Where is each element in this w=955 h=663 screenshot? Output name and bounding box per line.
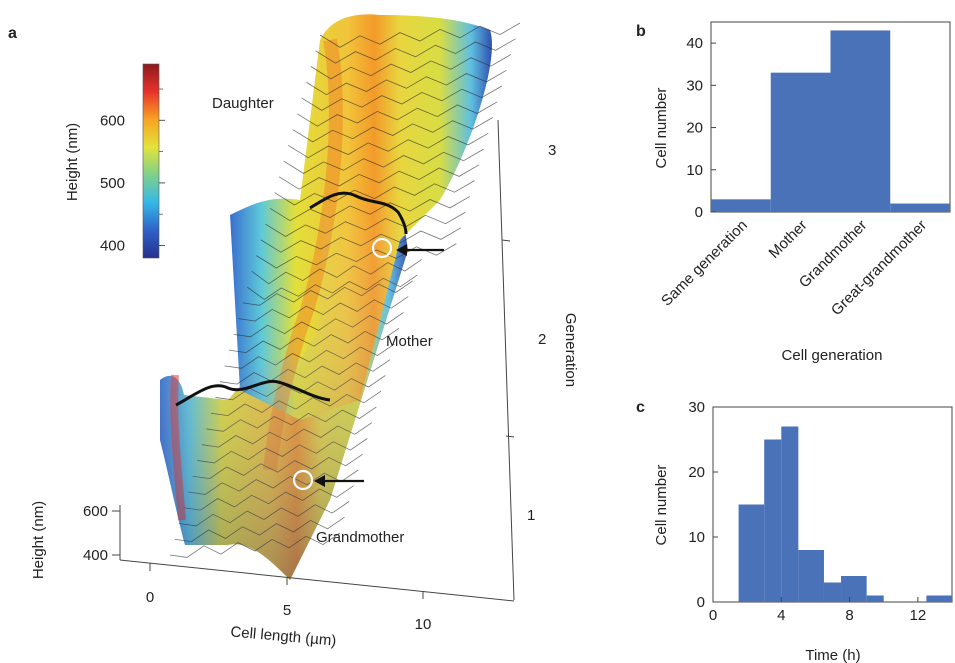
chart-c-bar [798, 550, 824, 602]
panel-letter-b: b [636, 23, 646, 40]
chart-b-category-label: Mother [766, 217, 811, 262]
chart-c-xlabel: Time (h) [805, 647, 860, 663]
chart-b-bar [890, 203, 950, 212]
chart-b-ytick-label: 10 [686, 162, 703, 179]
chart-b-xlabel: Cell generation [782, 347, 883, 364]
chart-b-category-label: Same generation [658, 217, 751, 310]
cell-length-tick-5: 5 [283, 602, 291, 619]
division-line-upper [309, 191, 408, 235]
chart-c-ytick-label: 0 [697, 594, 705, 611]
surface-contour-line [319, 22, 521, 48]
cell-length-axis: 0 5 10 Cell length (µm) [119, 559, 515, 650]
panel-letter-a: a [8, 25, 17, 42]
surface-contour-line [292, 117, 493, 143]
cell-length-tick-0: 0 [146, 589, 154, 606]
marker-circle-lower [292, 469, 314, 491]
chart-c-bar [866, 595, 884, 602]
colorbar-tick-label: 400 [100, 237, 125, 254]
chart-c-ytick-label: 10 [688, 529, 705, 546]
label-daughter: Daughter [212, 95, 274, 112]
surface-contour-line [315, 38, 516, 64]
chart-b-bar [711, 199, 771, 212]
colorbar-tick-label: 500 [100, 175, 125, 192]
height-tick-400: 400 [83, 547, 108, 564]
chart-c-ylabel: Cell number [653, 465, 670, 546]
panel-c: c 0 10 20 30 0 4 8 12 Time (h) Cell number [636, 399, 953, 663]
cell-length-tick-10: 10 [415, 616, 432, 633]
chart-b-ytick-label: 0 [695, 204, 703, 221]
surface-contour-line [278, 164, 480, 190]
colorbar: 600 500 400 Height (nm) [64, 63, 165, 259]
division-line-lower [175, 379, 331, 407]
colorbar-tick-label: 600 [100, 112, 125, 129]
cell-length-axis-label: Cell length (µm) [230, 623, 337, 649]
chart-b-ytick-label: 40 [686, 35, 703, 52]
generation-tick-3: 3 [548, 142, 556, 159]
chart-b-bar [830, 30, 891, 213]
surface-contour-line [287, 132, 489, 159]
generation-tick-2: 2 [538, 331, 546, 348]
chart-c-xtick-label: 8 [845, 607, 853, 624]
chart-c-bar [926, 595, 952, 602]
label-grandmother: Grandmother [316, 529, 404, 546]
chart-c-bar [781, 426, 799, 602]
chart-b-ytick-label: 30 [686, 77, 703, 94]
chart-c-xtick-label: 12 [910, 607, 927, 624]
marker-circle-upper [371, 237, 393, 259]
surface-contour-line [310, 54, 512, 80]
surface-contour-line [306, 69, 507, 96]
chart-b-bar [770, 72, 831, 213]
chart-c-bar [841, 576, 867, 602]
generation-axis: 3 2 1 Generation [497, 119, 579, 601]
surface-contour-line [301, 85, 503, 111]
surface-contour-line [283, 148, 484, 174]
generation-tick-1: 1 [527, 507, 535, 524]
chart-c-ytick-label: 30 [688, 399, 705, 416]
surface-contour-line [169, 532, 341, 558]
generation-axis-label: Generation [562, 313, 579, 387]
chart-c-ytick-label: 20 [688, 464, 705, 481]
chart-c: 0 10 20 30 0 4 8 12 [688, 399, 953, 624]
height-axis-label: Height (nm) [30, 501, 47, 579]
chart-b-ylabel: Cell number [653, 88, 670, 169]
panel-letter-c: c [636, 399, 645, 416]
chart-c-bar [764, 439, 782, 602]
height-axis: 600 400 Height (nm) [30, 501, 121, 579]
chart-c-bar [823, 582, 842, 602]
arrow-lower [314, 475, 364, 487]
chart-b-ytick-label: 20 [686, 120, 703, 137]
colorbar-rect [142, 63, 160, 259]
height-surface-3d [160, 14, 521, 580]
chart-c-bar [738, 504, 765, 602]
height-tick-600: 600 [83, 503, 108, 520]
surface-contour-line [297, 101, 498, 127]
surface-shade [160, 195, 408, 580]
arrow-upper [396, 244, 444, 256]
chart-c-xtick-label: 4 [777, 607, 785, 624]
chart-c-xtick-label: 0 [709, 607, 717, 624]
label-mother: Mother [386, 333, 433, 350]
colorbar-label: Height (nm) [64, 123, 81, 201]
